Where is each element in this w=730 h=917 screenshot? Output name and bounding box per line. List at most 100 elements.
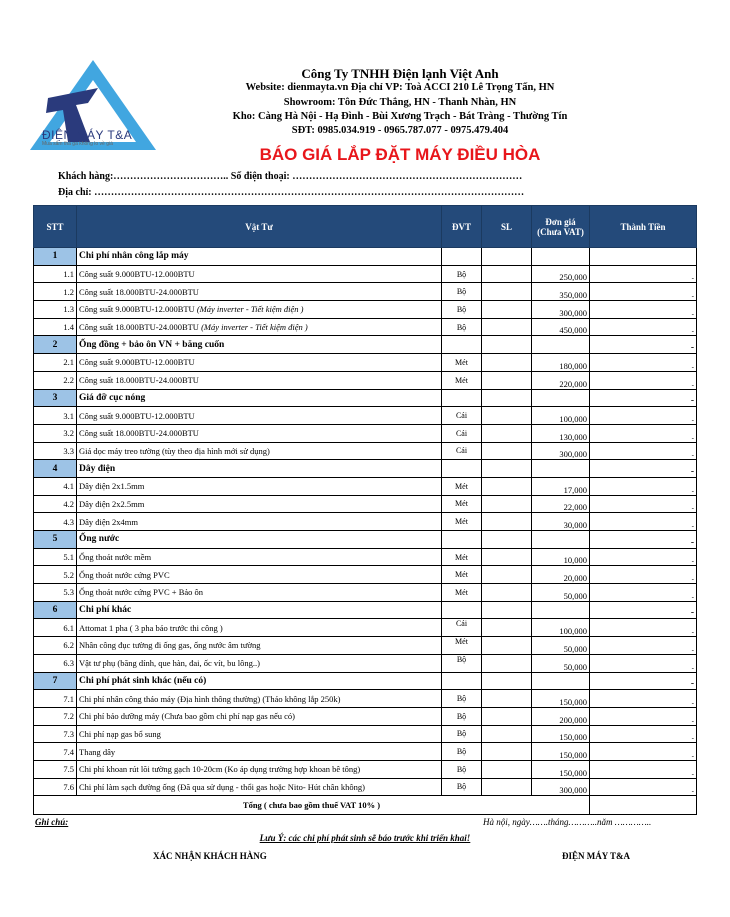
company-phone: SĐT: 0985.034.919 - 0965.787.077 - 0975.… xyxy=(291,125,509,136)
item-name-cell: Công suất 18.000BTU-24.000BTU (Máy inver… xyxy=(76,317,442,337)
total-cell: - xyxy=(589,264,697,284)
unit-cell: Mét xyxy=(441,565,482,585)
quantity-cell xyxy=(481,689,532,708)
total-cell: - xyxy=(589,636,697,655)
unit-cell: Mét xyxy=(441,512,482,531)
unit-cell: Bộ xyxy=(441,689,482,708)
item-name: Chi phí làm sạch đường ống (Đã qua sử dụ… xyxy=(79,781,365,792)
total-cell: - xyxy=(589,441,697,461)
unit-cell: Mét xyxy=(441,583,482,602)
table-row: 3.1 Công suất 9.000BTU-12.000BTU Cái 100,00… xyxy=(33,406,697,425)
note-label: Ghi chú: xyxy=(35,817,69,827)
total-cell: - xyxy=(589,653,697,673)
quantity-cell xyxy=(481,618,532,638)
item-name: Công suất 9.000BTU-12.000BTU xyxy=(79,269,195,280)
total-cell: - xyxy=(589,671,697,691)
item-name: Dây điện 2x4mm xyxy=(79,516,139,527)
company-sign-label: ĐIỆN MÁY T&A xyxy=(562,851,631,861)
quantity-cell xyxy=(481,494,532,514)
company-logo-icon xyxy=(30,60,156,150)
price-cell: 10,000 xyxy=(531,547,590,567)
item-name-cell: Dây điện 2x1.5mm xyxy=(76,476,442,496)
table-row: 7.2 Chi phí bảo dưỡng máy (Chưa bao gồm c… xyxy=(33,706,697,726)
column-header: Thành Tiền xyxy=(589,205,697,248)
column-header: Vật Tư xyxy=(76,205,442,248)
stt-cell: 4.3 xyxy=(33,512,77,531)
section-row: 5 Ống nước - xyxy=(33,530,697,549)
price-cell: 22,000 xyxy=(531,494,590,514)
price-cell: 50,000 xyxy=(531,583,590,602)
item-name: Chi phí nạp gas bổ sung xyxy=(79,728,161,739)
item-name: Công suất 9.000BTU-12.000BTU xyxy=(79,304,195,315)
quantity-cell xyxy=(481,600,532,620)
unit-cell: Mét xyxy=(441,547,482,567)
table-row: 7.4 Thang dây Bộ 150,000- xyxy=(33,742,697,761)
table-row: 3.3 Giá dọc máy treo tường (tùy theo địa … xyxy=(33,441,697,461)
stt-cell: 6 xyxy=(33,600,77,620)
quantity-cell xyxy=(481,247,532,266)
item-name-cell: Công suất 18.000BTU-24.000BTU xyxy=(76,370,442,390)
price-cell: 150,000 xyxy=(531,689,590,708)
quantity-cell xyxy=(481,530,532,549)
logo-brand: ĐIỆN MÁY T&A xyxy=(42,128,133,142)
table-row: 7.6 Chi phí làm sạch đường ống (Đã qua sử… xyxy=(33,777,697,797)
column-header: ĐVT xyxy=(441,205,482,248)
stt-cell: 7.5 xyxy=(33,759,77,779)
item-name-cell: Ống thoát nước mềm xyxy=(76,547,442,567)
date-line: Hà nội, ngày…….tháng………..năm ………….. xyxy=(483,817,652,827)
section-row: 6 Chi phí khác - xyxy=(33,600,697,620)
table-row: 1.2 Công suất 18.000BTU-24.000BTU Bộ 350,00… xyxy=(33,282,697,302)
price-cell: 100,000 xyxy=(531,406,590,425)
column-header: SL xyxy=(481,205,532,248)
stt-cell: 7 xyxy=(33,671,77,691)
stt-cell: 2.1 xyxy=(33,353,77,372)
unit-cell: Mét xyxy=(441,494,482,514)
quantity-cell xyxy=(481,671,532,691)
stt-cell: 3 xyxy=(33,388,77,408)
price-cell: 17,000 xyxy=(531,476,590,496)
price-table: STT Vật Tư ĐVT SL Đơn giá (Chưa VAT) Thành Ti… xyxy=(33,205,697,816)
item-name-cell: Chi phí nạp gas bổ sung xyxy=(76,724,442,744)
item-name: Chi phí bảo dưỡng máy (Chưa bao gồm chi … xyxy=(79,711,296,722)
unit-cell: Bộ xyxy=(441,777,482,797)
item-name-cell: Công suất 9.000BTU-12.000BTU xyxy=(76,353,442,372)
table-row: 4.1 Dây điện 2x1.5mm Mét 17,000- xyxy=(33,476,697,496)
table-row: 2.1 Công suất 9.000BTU-12.000BTU Mét 180,00… xyxy=(33,353,697,372)
stt-cell: 4 xyxy=(33,459,77,478)
customer-line: Khách hàng:…………………………….. Số điện thoại: … xyxy=(58,171,523,182)
price-cell: 450,000 xyxy=(531,317,590,337)
table-row: 4.2 Dây điện 2x2.5mm Mét 22,000- xyxy=(33,494,697,514)
customer-confirm-label: XÁC NHẬN KHÁCH HÀNG xyxy=(153,851,267,861)
total-cell: - xyxy=(589,317,697,337)
item-name: Công suất 9.000BTU-12.000BTU xyxy=(79,410,195,421)
item-name: Ống thoát nước cứng PVC + Bảo ôn xyxy=(79,587,204,598)
quantity-cell xyxy=(481,583,532,602)
stt-cell: 3.1 xyxy=(33,406,77,425)
price-cell xyxy=(531,459,590,478)
total-cell: - xyxy=(589,353,697,372)
unit-cell: Mét xyxy=(441,636,482,655)
item-name: Ống đồng + bảo ôn VN + băng cuốn xyxy=(79,339,225,350)
company-name: Công Ty TNHH Điện lạnh Việt Anh xyxy=(301,66,499,81)
quantity-cell xyxy=(481,441,532,461)
item-name-cell: Công suất 9.000BTU-12.000BTU xyxy=(76,406,442,425)
item-name: Vật tư phụ (băng dính, que hàn, đai, ốc … xyxy=(79,658,260,669)
stt-cell: 5 xyxy=(33,530,77,549)
price-cell: 130,000 xyxy=(531,423,590,443)
total-cell: - xyxy=(589,300,697,319)
unit-cell: Bộ xyxy=(441,653,482,673)
quantity-cell xyxy=(481,406,532,425)
unit-cell: Bộ xyxy=(441,742,482,761)
quantity-cell xyxy=(481,565,532,585)
table-row: 7.5 Chi phí khoan rút lõi tường gạch 10-2… xyxy=(33,759,697,779)
total-cell: - xyxy=(589,583,697,602)
company-website-address: Website: dienmayta.vn Địa chỉ VP: Toà AC… xyxy=(245,82,555,93)
price-cell: 180,000 xyxy=(531,353,590,372)
item-name: Dây điện xyxy=(79,463,116,474)
stt-cell: 7.6 xyxy=(33,777,77,797)
item-name-cell: Chi phí làm sạch đường ống (Đã qua sử dụ… xyxy=(76,777,442,797)
table-row: 6.3 Vật tư phụ (băng dính, que hàn, đai, … xyxy=(33,653,697,673)
total-cell: - xyxy=(589,494,697,514)
quantity-cell xyxy=(481,388,532,408)
stt-cell: 5.2 xyxy=(33,565,77,585)
